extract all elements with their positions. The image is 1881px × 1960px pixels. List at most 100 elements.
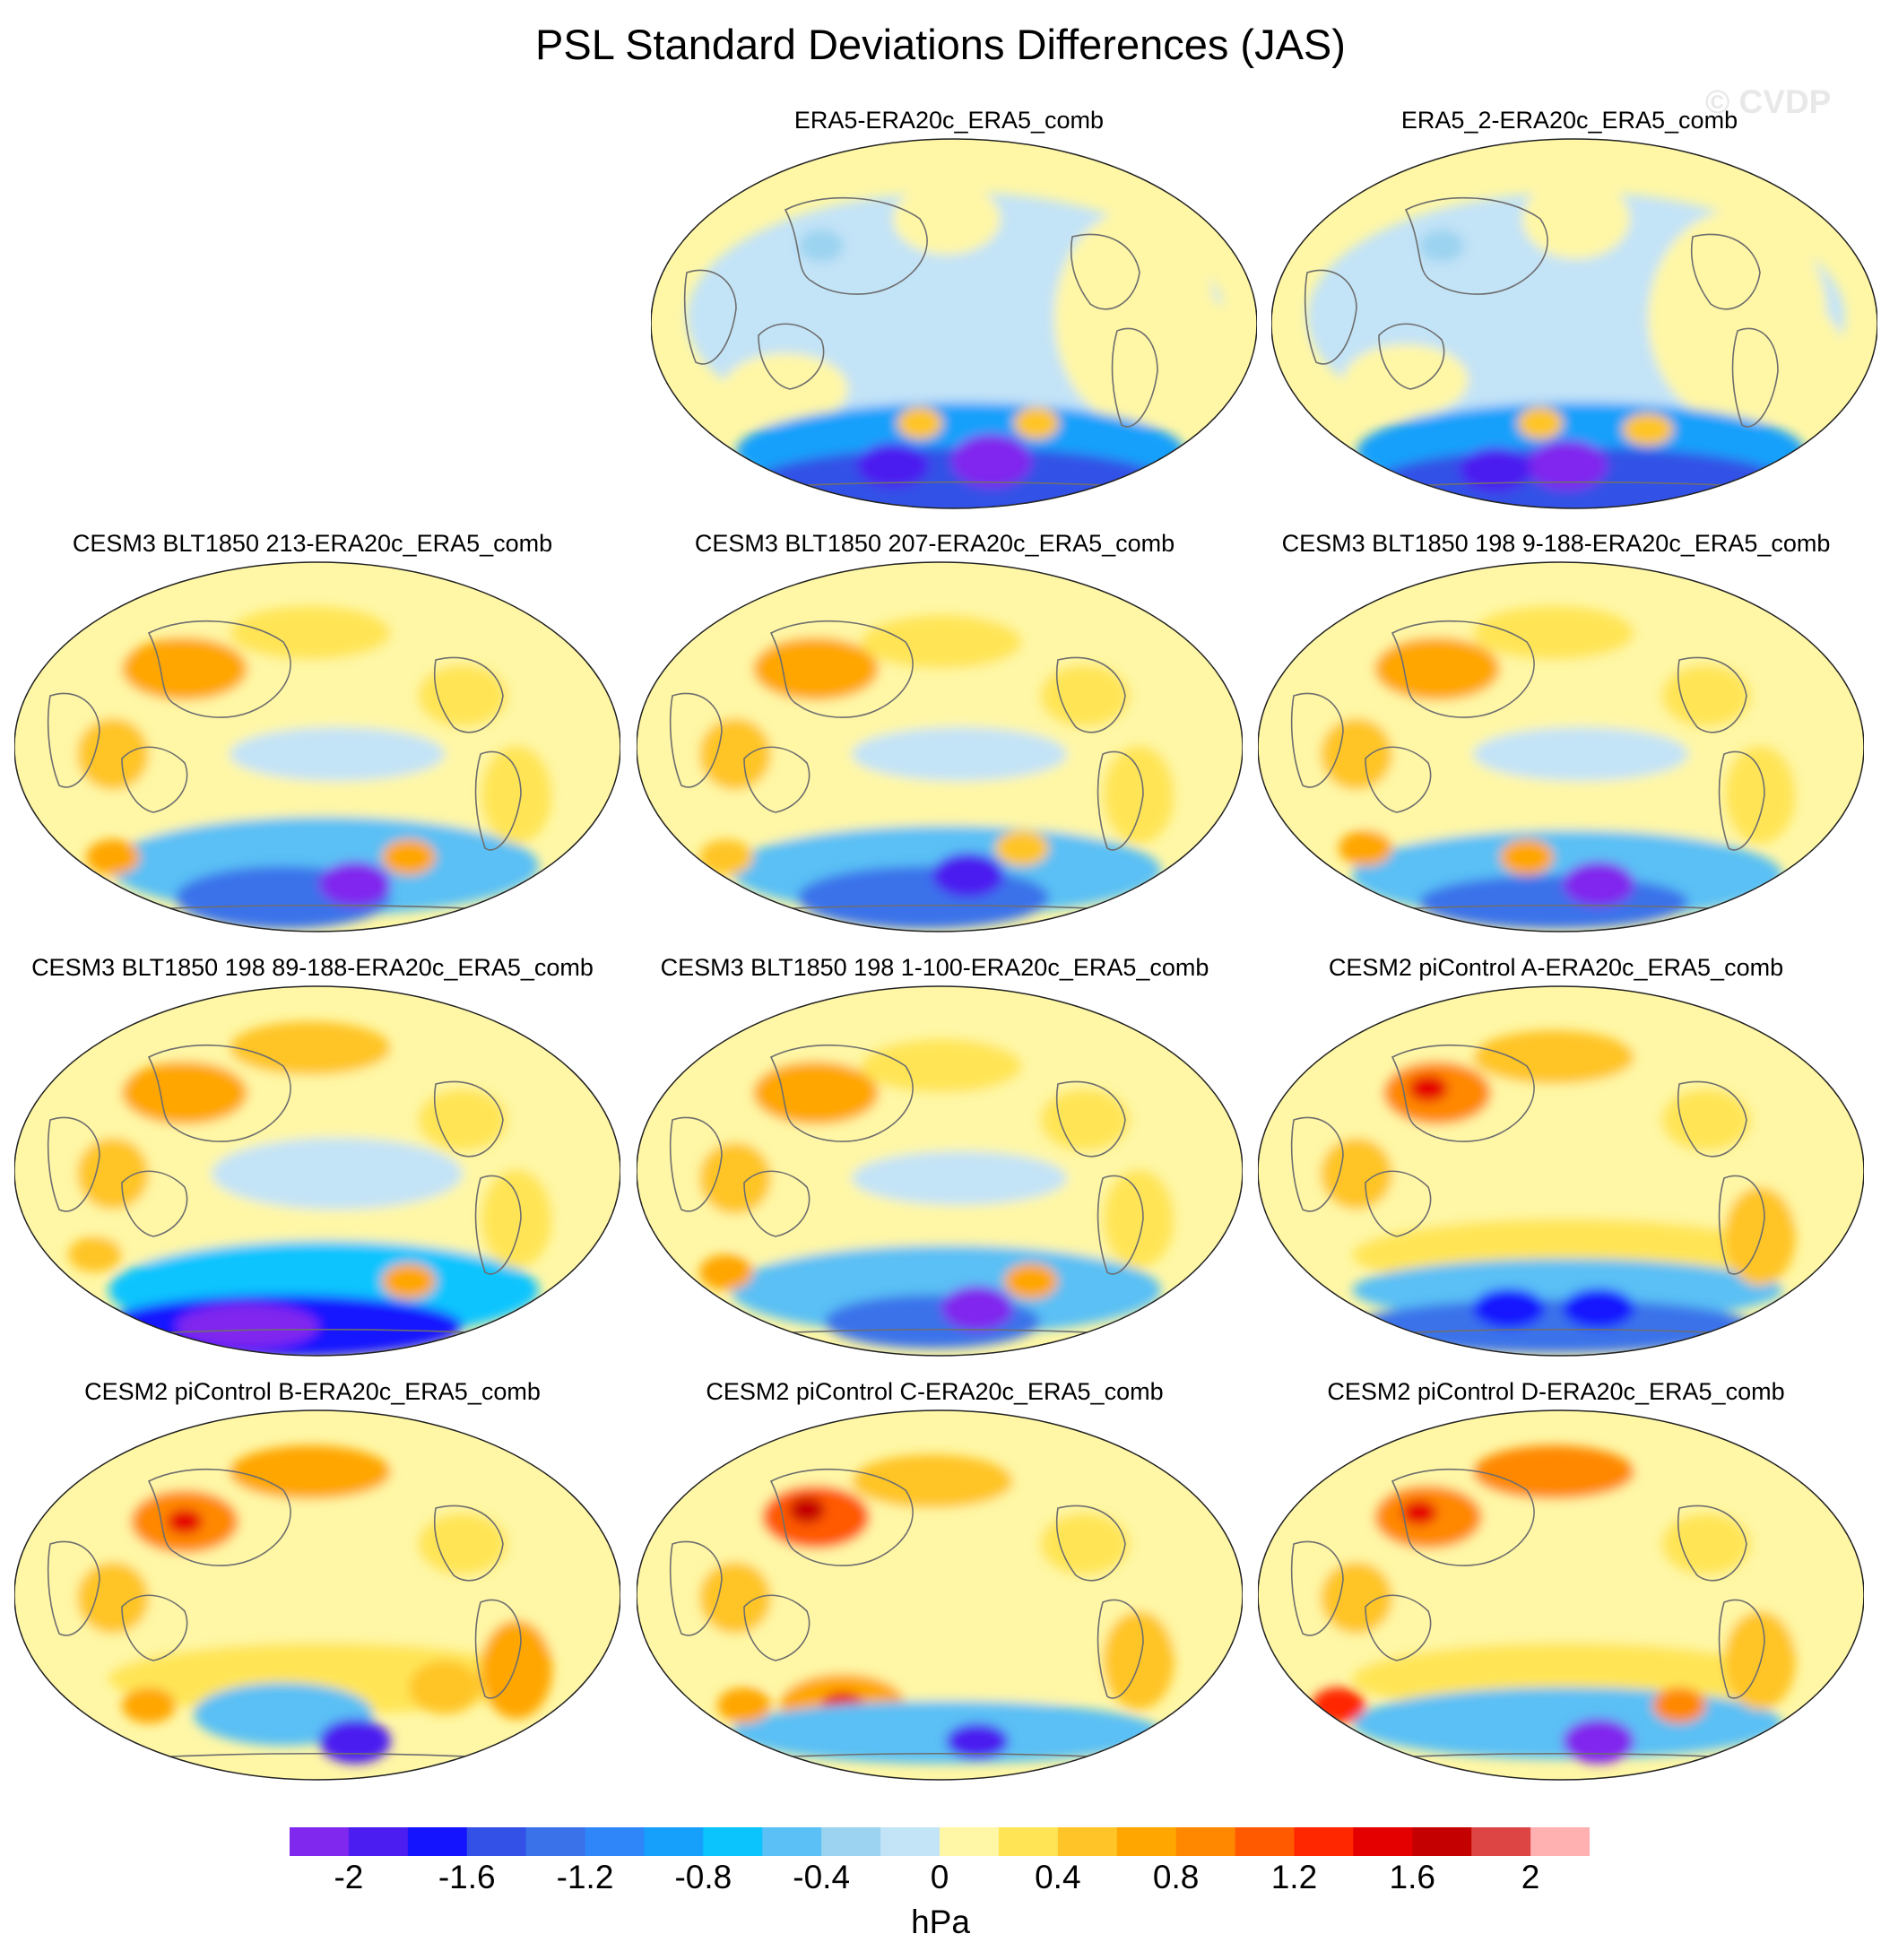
coastline	[669, 692, 723, 788]
anomaly-contour	[932, 853, 1004, 898]
anomaly-contour	[1500, 839, 1554, 875]
coastline	[1290, 1116, 1344, 1212]
colorbar-swatch	[525, 1827, 586, 1856]
anomaly-contour	[1522, 178, 1630, 259]
map-panel: CESM3 BLT1850 198 1-100-ERA20c_ERA5_comb	[622, 953, 1247, 1375]
map-field	[637, 1409, 1243, 1781]
anomaly-contour	[1563, 1288, 1634, 1328]
anomaly-contour	[1563, 1719, 1634, 1764]
anomaly-contour	[1563, 862, 1634, 906]
coastline	[1290, 1540, 1344, 1636]
map-boundary	[14, 1409, 620, 1781]
colorbar-swatch	[1412, 1827, 1472, 1856]
anomaly-contour	[418, 1088, 507, 1151]
map-field	[637, 985, 1243, 1357]
anomaly-contour	[68, 1236, 122, 1272]
colorbar-swatch	[1294, 1827, 1354, 1856]
coastline	[784, 196, 928, 295]
anomaly-contour	[77, 1138, 149, 1210]
map-field	[14, 561, 620, 932]
anomaly-contour	[789, 1496, 825, 1523]
colorbar-swatch	[290, 1827, 350, 1856]
anomaly-contour	[1014, 407, 1059, 439]
map-field	[14, 1409, 620, 1781]
anomaly-contour	[946, 1723, 1009, 1759]
map-boundary	[651, 138, 1257, 509]
anomaly-contour	[995, 830, 1049, 866]
anomaly-contour	[1460, 447, 1531, 492]
anomaly-contour	[1004, 1263, 1058, 1299]
coastline	[769, 1044, 914, 1142]
panel-title: CESM2 piControl A-ERA20c_ERA5_comb	[1328, 954, 1784, 981]
colorbar-swatch	[703, 1827, 763, 1856]
map-panel: ERA5-ERA20c_ERA5_comb	[637, 106, 1261, 527]
anomaly-contour	[1473, 1445, 1634, 1499]
coastline	[1304, 269, 1357, 365]
map-field	[637, 561, 1243, 932]
anomaly-contour	[1401, 1500, 1437, 1525]
coastline	[121, 746, 188, 813]
colorbar-tick-label: 1.6	[1389, 1859, 1435, 1895]
coastline	[769, 620, 914, 718]
anomaly-contour	[893, 183, 1001, 255]
coastline	[1365, 1594, 1432, 1661]
anomaly-contour	[382, 1263, 436, 1299]
coastline	[1677, 656, 1747, 733]
colorbar-swatch	[1175, 1827, 1236, 1856]
map-field	[1271, 138, 1877, 509]
anomaly-contour	[1652, 1687, 1706, 1723]
anomaly-contour	[1409, 1075, 1448, 1102]
coastline	[1055, 656, 1126, 733]
anomaly-contour	[731, 1701, 1161, 1764]
coastline	[743, 1170, 810, 1237]
anomaly-contour	[409, 1661, 481, 1714]
panel-title: CESM2 piControl B-ERA20c_ERA5_comb	[84, 1378, 541, 1405]
anomaly-contour	[1661, 664, 1751, 727]
coastline	[1690, 233, 1761, 310]
colorbar-tick-label: 2	[1521, 1859, 1540, 1895]
coastline	[1055, 1505, 1126, 1582]
coastline	[1718, 1175, 1765, 1275]
anomaly-contour	[319, 862, 391, 906]
panel-title: CESM2 piControl D-ERA20c_ERA5_comb	[1327, 1378, 1785, 1405]
coastline	[1718, 750, 1765, 851]
coastline	[47, 692, 100, 788]
anomaly-contour	[1103, 745, 1175, 844]
map-boundary	[14, 561, 620, 932]
anomaly-contour	[1103, 1169, 1175, 1268]
colorbar-swatch	[644, 1827, 704, 1856]
anomaly-contour	[319, 1719, 391, 1764]
colorbar-swatch	[407, 1827, 468, 1856]
anomaly-contour	[717, 1687, 771, 1723]
coastline	[474, 750, 522, 851]
map-panel: CESM3 BLT1850 213-ERA20c_ERA5_comb	[0, 529, 625, 950]
anomaly-contour	[798, 866, 1049, 929]
map-boundary	[1271, 138, 1877, 509]
anomaly-contour	[861, 1039, 1022, 1093]
map-panel: CESM2 piControl D-ERA20c_ERA5_comb	[1244, 1377, 1868, 1799]
colorbar-tick-label: 0	[930, 1859, 949, 1895]
coastline	[47, 1540, 100, 1636]
anomaly-contour	[122, 1687, 176, 1723]
coastline	[1365, 746, 1432, 813]
anomaly-contour	[1661, 1088, 1751, 1151]
anomaly-contour	[699, 839, 753, 875]
colorbar-swatch	[585, 1827, 645, 1856]
colorbar-swatch	[1471, 1827, 1531, 1856]
map-panel: CESM2 piControl A-ERA20c_ERA5_comb	[1244, 953, 1868, 1375]
colorbar	[290, 1827, 1590, 1856]
coastline	[1097, 1175, 1144, 1275]
anomaly-contour	[1527, 440, 1608, 490]
colorbar-swatch	[1116, 1827, 1177, 1856]
coastline	[1391, 620, 1535, 718]
panel-title: ERA5-ERA20c_ERA5_comb	[793, 107, 1105, 134]
coastline	[1731, 327, 1779, 428]
anomaly-contour	[852, 727, 1067, 781]
coastline	[1677, 1080, 1747, 1158]
anomaly-contour	[852, 1454, 1013, 1508]
anomaly-contour	[212, 1138, 463, 1210]
map-boundary	[1258, 985, 1864, 1357]
coastline	[474, 1599, 522, 1699]
anomaly-contour	[699, 1254, 753, 1290]
colorbar-tick-label: -0.8	[674, 1859, 732, 1895]
